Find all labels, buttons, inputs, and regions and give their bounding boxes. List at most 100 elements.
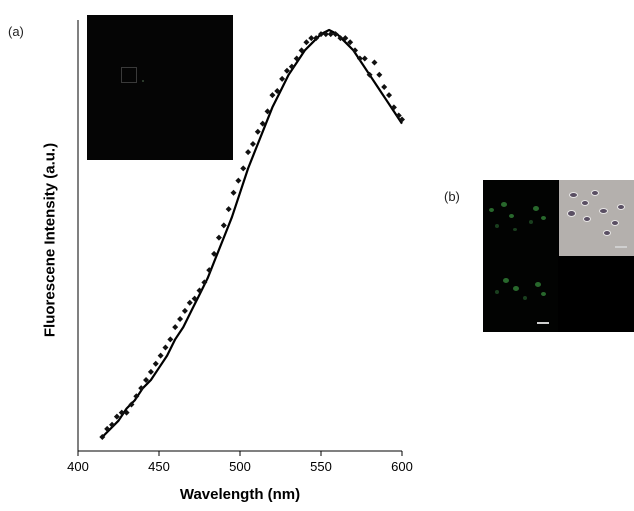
data-point bbox=[386, 92, 393, 99]
data-point bbox=[390, 104, 397, 111]
cell bbox=[611, 220, 619, 226]
cell bbox=[617, 204, 625, 210]
panel-a-label: (a) bbox=[8, 24, 24, 39]
data-point bbox=[99, 434, 106, 440]
data-point bbox=[240, 165, 247, 172]
data-point bbox=[342, 35, 349, 42]
roi-marker bbox=[142, 80, 144, 82]
data-point bbox=[395, 112, 402, 119]
data-point bbox=[322, 31, 329, 38]
data-point bbox=[337, 35, 344, 42]
data-point bbox=[327, 31, 334, 38]
brightfield-tile bbox=[559, 180, 634, 256]
x-tick-label: 600 bbox=[391, 459, 413, 474]
chart-ticks: 400 450 500 550 600 bbox=[67, 451, 413, 474]
cell-spot bbox=[523, 296, 527, 300]
cell bbox=[599, 208, 608, 214]
cell-spot bbox=[509, 214, 514, 218]
data-point bbox=[152, 360, 159, 367]
x-axis-label: Wavelength (nm) bbox=[179, 486, 301, 503]
data-point bbox=[381, 83, 388, 90]
data-point bbox=[211, 250, 218, 257]
data-point bbox=[138, 385, 145, 392]
x-tick-label: 400 bbox=[67, 459, 89, 474]
cell-spot bbox=[513, 228, 517, 231]
cell-spot bbox=[503, 278, 509, 283]
cell bbox=[591, 190, 599, 196]
data-point bbox=[318, 31, 324, 38]
data-point bbox=[303, 39, 310, 46]
data-points-group bbox=[99, 31, 405, 440]
roi-box bbox=[121, 67, 137, 83]
data-point bbox=[308, 35, 315, 42]
data-point bbox=[356, 55, 363, 62]
fluorescence-tile-top-left bbox=[483, 180, 558, 256]
data-point bbox=[269, 92, 276, 99]
data-point bbox=[347, 39, 354, 46]
cell-spot bbox=[535, 282, 541, 287]
cell-spot bbox=[495, 224, 499, 228]
cell-spot bbox=[495, 290, 499, 294]
data-point bbox=[162, 344, 169, 351]
x-tick-label: 450 bbox=[148, 459, 170, 474]
data-point bbox=[191, 295, 198, 302]
data-point bbox=[361, 55, 368, 62]
scale-bar bbox=[537, 322, 549, 324]
data-point bbox=[313, 35, 320, 42]
data-point bbox=[177, 315, 184, 322]
cell-spot bbox=[533, 206, 539, 211]
data-point bbox=[201, 279, 208, 286]
data-point bbox=[133, 393, 140, 400]
cell-spot bbox=[501, 202, 507, 207]
data-point bbox=[376, 71, 383, 78]
data-point bbox=[235, 177, 242, 184]
data-point bbox=[249, 140, 256, 147]
data-point bbox=[332, 31, 339, 38]
data-point bbox=[274, 88, 281, 95]
inset-micrograph bbox=[87, 15, 233, 160]
y-axis-label: Fluorescene Intensity (a.u.) bbox=[41, 142, 59, 338]
cell-spot bbox=[489, 208, 494, 212]
fit-curve-group bbox=[101, 28, 403, 438]
microscopy-panel-b bbox=[483, 180, 634, 332]
data-point bbox=[264, 108, 271, 115]
cell bbox=[569, 192, 578, 198]
data-point bbox=[254, 128, 261, 135]
data-point bbox=[147, 368, 154, 375]
cell-spot bbox=[541, 292, 546, 296]
data-point bbox=[196, 287, 203, 294]
data-point bbox=[220, 222, 227, 229]
fluorescence-tile-bottom-left bbox=[483, 256, 558, 332]
data-point bbox=[225, 206, 232, 213]
cell bbox=[583, 216, 591, 222]
data-point bbox=[157, 352, 164, 359]
data-point bbox=[230, 189, 237, 196]
data-point bbox=[366, 71, 373, 78]
cell bbox=[581, 200, 589, 206]
data-point bbox=[118, 409, 125, 416]
data-point bbox=[371, 59, 378, 66]
scale-bar bbox=[615, 246, 627, 248]
data-point bbox=[288, 63, 295, 70]
data-point bbox=[186, 299, 193, 306]
data-point bbox=[167, 336, 174, 343]
data-point bbox=[215, 234, 222, 241]
cell-spot bbox=[513, 286, 519, 291]
panel-b-label: (b) bbox=[444, 189, 460, 204]
data-point bbox=[113, 413, 120, 420]
data-point bbox=[293, 55, 300, 62]
data-point bbox=[279, 75, 286, 82]
data-point bbox=[181, 307, 188, 314]
data-point bbox=[245, 149, 252, 156]
cell bbox=[603, 230, 611, 236]
data-point bbox=[128, 401, 135, 408]
cell-spot bbox=[529, 220, 533, 224]
data-point bbox=[206, 267, 213, 274]
data-point bbox=[259, 120, 266, 127]
x-tick-label: 550 bbox=[310, 459, 332, 474]
data-point bbox=[172, 324, 179, 331]
data-point bbox=[399, 116, 405, 123]
cell bbox=[567, 210, 576, 217]
data-point bbox=[109, 421, 116, 428]
